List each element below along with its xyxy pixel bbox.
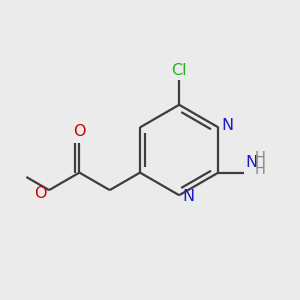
Text: N: N (222, 118, 234, 133)
Text: H: H (254, 162, 265, 177)
Text: N: N (183, 189, 195, 204)
Text: O: O (73, 124, 86, 140)
Text: H: H (254, 151, 265, 166)
Text: Cl: Cl (171, 63, 187, 78)
Text: N: N (245, 155, 258, 170)
Text: O: O (34, 185, 46, 200)
